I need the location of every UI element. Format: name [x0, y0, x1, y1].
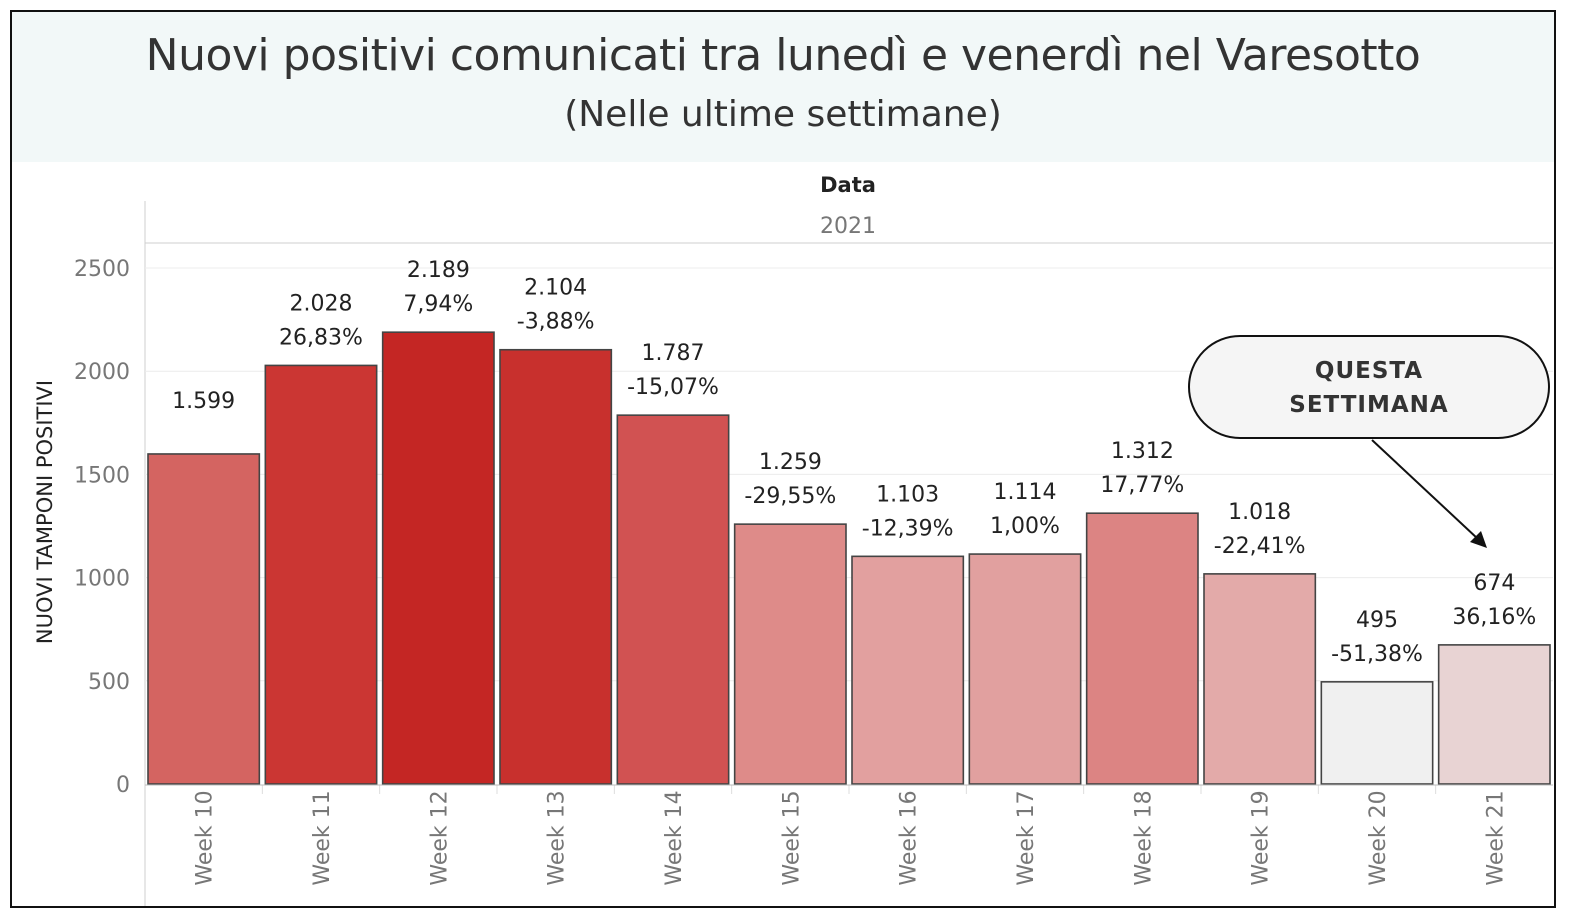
- change-label: 7,94%: [403, 292, 473, 317]
- bar: [264, 364, 378, 785]
- bar: [1203, 573, 1317, 785]
- year-label: 2021: [820, 214, 876, 239]
- annotation-arrow-line: [1371, 439, 1479, 540]
- change-label: -15,07%: [627, 375, 719, 400]
- x-tick-label: Week 11: [310, 790, 335, 885]
- value-label: 1.259: [759, 450, 822, 475]
- y-tick-label: 2500: [74, 257, 130, 282]
- bar: [616, 414, 730, 785]
- x-tick-label: Week 18: [1131, 790, 1156, 885]
- value-label: 2.104: [524, 276, 587, 301]
- x-tick-label: Week 17: [1014, 790, 1039, 885]
- bar: [1085, 512, 1199, 785]
- x-tick-label: Week 10: [193, 790, 218, 885]
- chart-title: Nuovi positivi comunicati tra lunedì e v…: [145, 30, 1421, 81]
- value-label: 1.787: [642, 341, 705, 366]
- bar: [381, 331, 495, 785]
- value-label: 2.189: [407, 258, 470, 283]
- bar: [733, 523, 847, 785]
- change-label: 26,83%: [279, 325, 363, 350]
- value-label: 1.312: [1111, 439, 1174, 464]
- change-label: -3,88%: [517, 310, 595, 335]
- bar: [147, 453, 261, 785]
- change-label: -29,55%: [744, 484, 836, 509]
- bar: [499, 348, 613, 785]
- value-label: 2.028: [290, 291, 353, 316]
- value-label: 1.599: [172, 389, 235, 414]
- y-tick-label: 1000: [74, 567, 130, 592]
- x-tick-label: Week 19: [1249, 790, 1274, 885]
- change-label: -51,38%: [1331, 642, 1423, 667]
- x-tick-label: Week 16: [897, 790, 922, 885]
- x-tick-label: Week 12: [427, 790, 452, 885]
- bar: [851, 555, 965, 785]
- change-label: 1,00%: [990, 514, 1060, 539]
- y-tick-label: 500: [88, 670, 130, 695]
- chart-header: Nuovi positivi comunicati tra lunedì e v…: [12, 12, 1554, 162]
- y-tick-label: 1500: [74, 463, 130, 488]
- bar-chart: Data 2021 0 500 1000 1500 2000 2500 NUOVI TAMPON…: [33, 173, 1553, 906]
- value-label: 674: [1473, 571, 1515, 596]
- annotation-text-line: SETTIMANA: [1289, 392, 1448, 418]
- x-tick-label: Week 15: [779, 790, 804, 885]
- value-label: 495: [1356, 608, 1398, 633]
- annotation-arrow-head: [1470, 531, 1487, 548]
- y-tick-label: 2000: [74, 360, 130, 385]
- x-tick-label: Week 20: [1366, 790, 1391, 885]
- change-label: 36,16%: [1452, 605, 1536, 630]
- column-header: Data: [820, 173, 876, 197]
- x-tick-label: Week 14: [662, 790, 687, 885]
- bar: [1437, 644, 1551, 785]
- y-tick-label: 0: [116, 773, 130, 798]
- annotation-text-line: QUESTA: [1315, 358, 1423, 384]
- value-label: 1.018: [1228, 500, 1291, 525]
- change-label: -12,39%: [862, 516, 954, 541]
- change-label: 17,77%: [1100, 473, 1184, 498]
- x-tick-label: Week 21: [1483, 790, 1508, 885]
- x-tick-label: Week 13: [545, 790, 570, 885]
- chart-frame: Nuovi positivi comunicati tra lunedì e v…: [10, 10, 1556, 908]
- bar: [1320, 681, 1434, 785]
- value-label: 1.114: [994, 480, 1057, 505]
- chart-subtitle: (Nelle ultime settimane): [564, 94, 1002, 135]
- bar: [968, 553, 1082, 785]
- value-label: 1.103: [876, 482, 939, 507]
- y-axis-title: NUOVI TAMPONI POSITIVI: [33, 380, 57, 644]
- annotation-callout: [1188, 335, 1550, 439]
- change-label: -22,41%: [1214, 534, 1306, 559]
